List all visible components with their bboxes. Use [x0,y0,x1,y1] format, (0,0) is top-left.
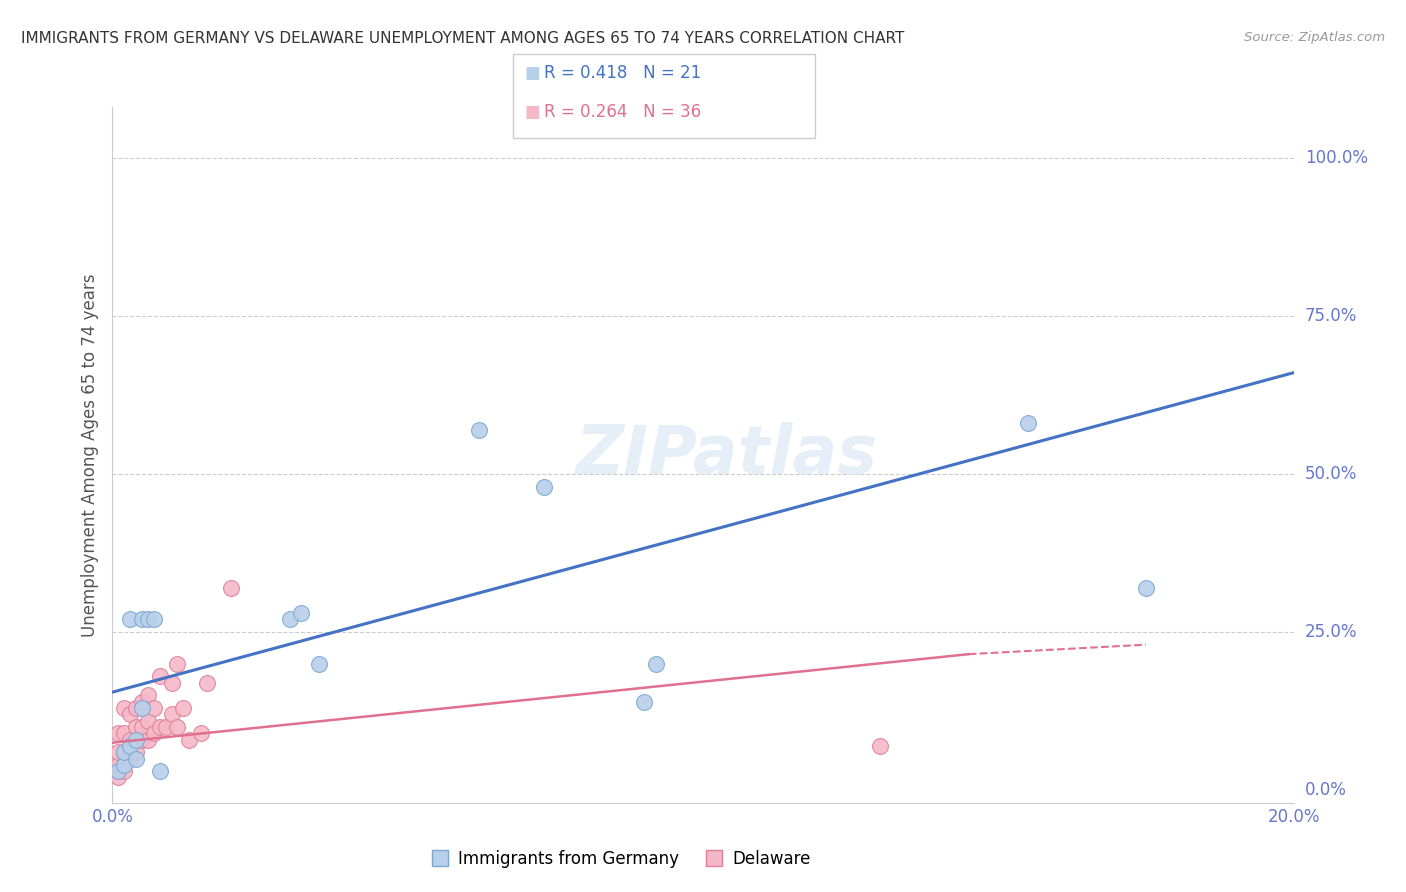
Text: ■: ■ [524,103,540,120]
Point [136,688,159,702]
Point [125,745,148,759]
Point [101,764,124,779]
Point [136,732,159,747]
Point [125,701,148,715]
Text: 25.0%: 25.0% [1305,623,1357,641]
Text: 50.0%: 50.0% [1305,465,1357,483]
Point [112,745,135,759]
Text: R = 0.264   N = 36: R = 0.264 N = 36 [544,103,702,120]
Text: ■: ■ [524,64,540,82]
Point [142,612,165,626]
Point [166,720,188,734]
Point [155,720,177,734]
Text: Source: ZipAtlas.com: Source: ZipAtlas.com [1244,31,1385,45]
Point [467,423,489,437]
Point [120,732,142,747]
Text: 75.0%: 75.0% [1305,307,1357,325]
Point [125,720,148,734]
Point [112,726,135,740]
Point [149,720,172,734]
Point [107,726,129,740]
Point [112,764,135,779]
Point [1135,581,1157,595]
Text: ZIPatlas: ZIPatlas [575,422,877,488]
Text: IMMIGRANTS FROM GERMANY VS DELAWARE UNEMPLOYMENT AMONG AGES 65 TO 74 YEARS CORRE: IMMIGRANTS FROM GERMANY VS DELAWARE UNEM… [21,31,904,46]
Point [107,757,129,772]
Point [120,739,142,753]
Point [120,751,142,765]
Text: 0.0%: 0.0% [1305,781,1347,799]
Point [179,732,201,747]
Point [136,714,159,728]
Point [107,745,129,759]
Point [107,764,129,779]
Point [131,701,153,715]
Point [160,707,183,722]
Point [131,612,153,626]
Point [308,657,330,671]
Point [644,657,666,671]
Point [160,675,183,690]
Y-axis label: Unemployment Among Ages 65 to 74 years: Unemployment Among Ages 65 to 74 years [80,273,98,637]
Point [131,720,153,734]
Point [125,732,148,747]
Point [149,669,172,683]
Point [107,771,129,785]
Point [190,726,212,740]
Point [120,612,142,626]
Point [172,701,194,715]
Point [142,726,165,740]
Point [131,732,153,747]
Point [112,757,135,772]
Text: R = 0.418   N = 21: R = 0.418 N = 21 [544,64,702,82]
Point [533,479,555,493]
Point [149,764,172,779]
Point [1017,417,1039,431]
Point [131,695,153,709]
Point [195,675,218,690]
Point [290,606,312,620]
Point [633,695,655,709]
Legend: Immigrants from Germany, Delaware: Immigrants from Germany, Delaware [423,843,817,874]
Point [136,612,159,626]
Point [112,701,135,715]
Point [278,612,301,626]
Point [112,745,135,759]
Point [120,707,142,722]
Text: 100.0%: 100.0% [1305,149,1368,167]
Point [125,751,148,765]
Point [869,739,891,753]
Point [142,701,165,715]
Point [219,581,242,595]
Point [166,657,188,671]
